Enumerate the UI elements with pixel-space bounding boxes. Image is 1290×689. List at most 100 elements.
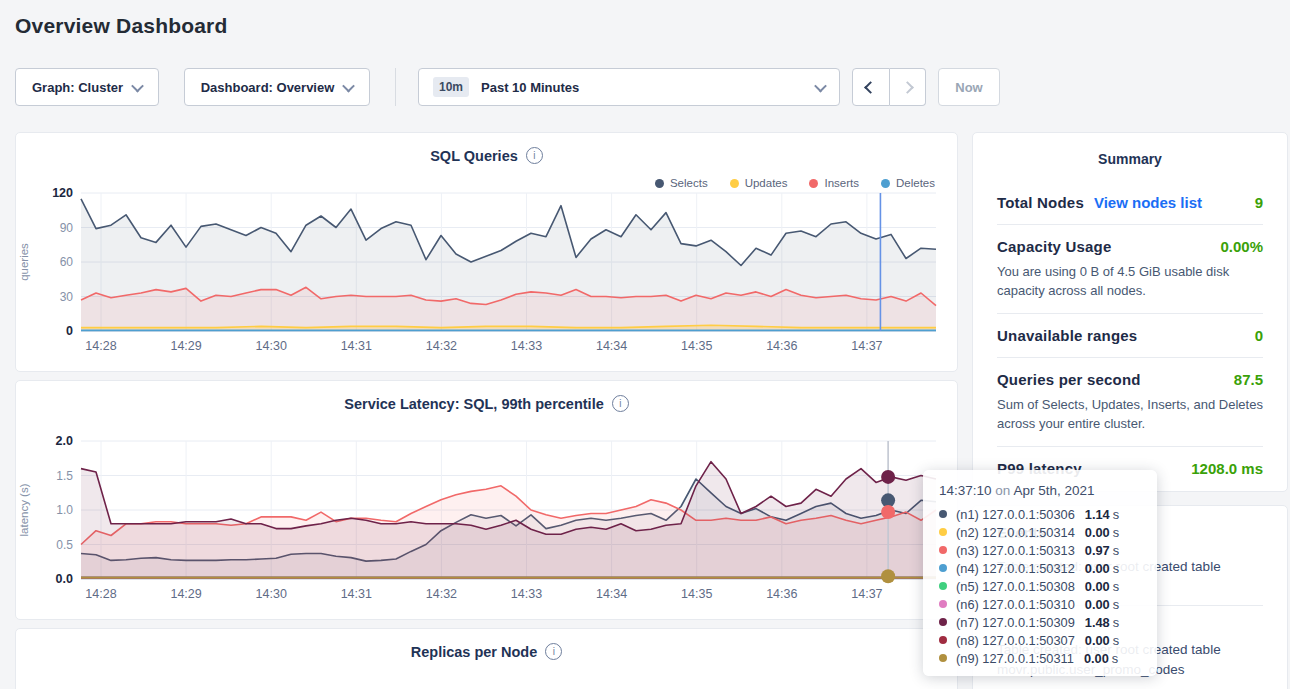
- tooltip-row: (n6) 127.0.0.1:503100.00s: [939, 595, 1141, 613]
- node-color-dot: [939, 546, 947, 554]
- tooltip-node-unit: s: [1113, 525, 1119, 540]
- tooltip-node-label: (n4) 127.0.0.1:50312: [956, 561, 1075, 576]
- svg-text:1.5: 1.5: [56, 469, 73, 483]
- svg-text:120: 120: [52, 186, 73, 200]
- tooltip-row: (n1) 127.0.0.1:503061.14s: [939, 505, 1141, 523]
- tooltip-row: (n9) 127.0.0.1:50311 0.00s: [939, 649, 1141, 667]
- time-next-button[interactable]: [890, 68, 927, 106]
- tooltip-on-word: on: [995, 483, 1010, 498]
- svg-text:14:30: 14:30: [256, 339, 287, 353]
- svg-text:14:33: 14:33: [511, 587, 542, 601]
- tooltip-node-label: (n2) 127.0.0.1:50314: [956, 525, 1075, 540]
- node-color-dot: [939, 510, 947, 518]
- svg-text:0: 0: [66, 324, 73, 338]
- time-range-badge: 10m: [433, 77, 469, 97]
- tooltip-row: (n2) 127.0.0.1:50314 0.00s: [939, 523, 1141, 541]
- chevron-down-icon: [814, 79, 827, 92]
- summary-row: Total NodesView nodes list9: [997, 181, 1263, 225]
- chart-title: SQL Queries: [430, 148, 518, 164]
- svg-text:14:34: 14:34: [596, 339, 627, 353]
- summary-row-label: Unavailable ranges: [997, 327, 1137, 344]
- node-color-dot: [939, 564, 947, 572]
- sql-queries-chart[interactable]: 030609012014:2814:2914:3014:3114:3214:33…: [16, 185, 959, 370]
- svg-text:14:34: 14:34: [596, 587, 627, 601]
- dashboard-dropdown[interactable]: Dashboard: Overview: [184, 68, 370, 106]
- dashboard-dropdown-label: Dashboard: Overview: [201, 80, 335, 95]
- svg-text:14:29: 14:29: [170, 339, 201, 353]
- service-latency-chart[interactable]: 0.00.51.01.52.014:2814:2914:3014:3114:32…: [16, 433, 959, 618]
- svg-text:1.0: 1.0: [56, 503, 73, 517]
- svg-text:60: 60: [60, 255, 74, 269]
- svg-text:14:36: 14:36: [766, 587, 797, 601]
- svg-text:14:28: 14:28: [85, 339, 116, 353]
- tooltip-node-value: 0.00: [1085, 525, 1110, 540]
- summary-row-subtext: Sum of Selects, Updates, Inserts, and De…: [997, 395, 1263, 433]
- tooltip-node-label: (n7) 127.0.0.1:50309: [956, 615, 1075, 630]
- service-latency-panel: Service Latency: SQL, 99th percentile 0.…: [15, 380, 958, 620]
- tooltip-node-value: 1.14: [1085, 507, 1110, 522]
- page-title: Overview Dashboard: [15, 14, 228, 38]
- summary-row-label: Total Nodes: [997, 194, 1084, 211]
- time-now-button[interactable]: Now: [938, 68, 1000, 106]
- tooltip-node-label: (n5) 127.0.0.1:50308: [956, 579, 1075, 594]
- replicas-per-node-panel: Replicas per Node: [15, 628, 958, 689]
- hover-tooltip: 14:37:10 on Apr 5th, 2021 (n1) 127.0.0.1…: [923, 470, 1157, 676]
- svg-text:14:37: 14:37: [851, 587, 882, 601]
- chart-title-row: Service Latency: SQL, 99th percentile: [16, 395, 957, 412]
- graph-scope-dropdown[interactable]: Graph: Cluster: [15, 68, 159, 106]
- summary-row-value: 87.5: [1234, 371, 1263, 388]
- summary-row: Capacity Usage0.00%You are using 0 B of …: [997, 225, 1263, 314]
- chevron-left-icon: [864, 81, 877, 94]
- info-icon[interactable]: [612, 395, 629, 412]
- chart-title: Service Latency: SQL, 99th percentile: [344, 396, 604, 412]
- summary-row: Unavailable ranges0: [997, 314, 1263, 358]
- svg-text:30: 30: [60, 290, 74, 304]
- overview-dashboard-page: Overview Dashboard Graph: Cluster Dashbo…: [0, 0, 1290, 689]
- graph-scope-dropdown-label: Graph: Cluster: [32, 80, 123, 95]
- chart-title-row: Replicas per Node: [16, 643, 957, 660]
- svg-text:14:31: 14:31: [341, 587, 372, 601]
- tooltip-node-unit: s: [1113, 615, 1119, 630]
- tooltip-node-value: 0.00: [1084, 651, 1109, 666]
- tooltip-node-unit: s: [1112, 651, 1118, 666]
- time-prev-button[interactable]: [852, 68, 890, 106]
- time-nav-group: [852, 68, 926, 106]
- tooltip-time: 14:37:10: [939, 483, 992, 498]
- summary-rows: Total NodesView nodes list9Capacity Usag…: [997, 181, 1263, 490]
- sql-queries-panel: SQL Queries SelectsUpdatesInsertsDeletes…: [15, 132, 958, 372]
- node-color-dot: [939, 600, 947, 608]
- time-range-label: Past 10 Minutes: [481, 80, 579, 95]
- tooltip-node-label: (n6) 127.0.0.1:50310: [956, 597, 1075, 612]
- tooltip-node-unit: s: [1113, 507, 1119, 522]
- tooltip-date: Apr 5th, 2021: [1013, 483, 1094, 498]
- svg-text:14:32: 14:32: [426, 587, 457, 601]
- svg-text:0.5: 0.5: [56, 538, 73, 552]
- svg-text:2.0: 2.0: [56, 434, 73, 448]
- svg-text:queries: queries: [18, 243, 30, 281]
- tooltip-node-label: (n3) 127.0.0.1:50313: [956, 543, 1075, 558]
- tooltip-node-label: (n9) 127.0.0.1:50311: [956, 651, 1074, 666]
- chart-title: Replicas per Node: [411, 644, 538, 660]
- tooltip-row: (n8) 127.0.0.1:503070.00s: [939, 631, 1141, 649]
- chevron-down-icon: [131, 79, 144, 92]
- svg-text:14:28: 14:28: [85, 587, 116, 601]
- svg-text:14:33: 14:33: [511, 339, 542, 353]
- tooltip-node-unit: s: [1113, 561, 1119, 576]
- info-icon[interactable]: [545, 643, 562, 660]
- time-range-dropdown[interactable]: 10m Past 10 Minutes: [418, 68, 840, 106]
- summary-row-label: Capacity Usage: [997, 238, 1112, 255]
- tooltip-timestamp: 14:37:10 on Apr 5th, 2021: [939, 483, 1141, 498]
- info-icon[interactable]: [526, 147, 543, 164]
- node-color-dot: [939, 636, 947, 644]
- tooltip-node-value: 0.97: [1085, 543, 1110, 558]
- chevron-down-icon: [342, 79, 355, 92]
- view-nodes-list-link[interactable]: View nodes list: [1094, 194, 1202, 211]
- summary-row-label: Queries per second: [997, 371, 1141, 388]
- tooltip-node-value: 0.00: [1085, 561, 1110, 576]
- tooltip-node-value: 0.00: [1085, 633, 1110, 648]
- svg-text:0.0: 0.0: [56, 572, 73, 586]
- tooltip-row: (n7) 127.0.0.1:503091.48s: [939, 613, 1141, 631]
- node-color-dot: [939, 618, 947, 626]
- svg-text:90: 90: [60, 221, 74, 235]
- chart-title-row: SQL Queries: [16, 147, 957, 164]
